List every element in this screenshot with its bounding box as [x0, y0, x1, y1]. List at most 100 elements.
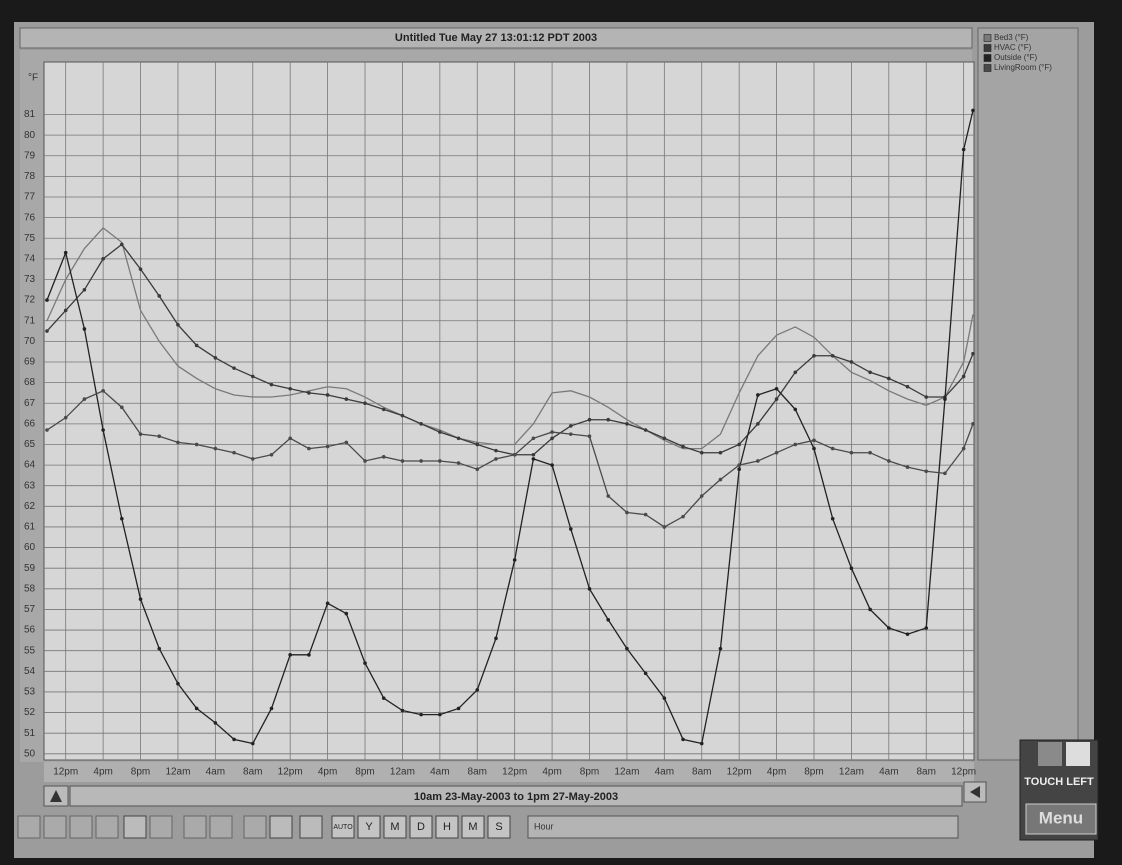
- data-point: [961, 147, 966, 152]
- data-point: [887, 376, 891, 381]
- icon-button[interactable]: [123, 815, 147, 839]
- data-point: [120, 242, 124, 247]
- data-point: [381, 455, 386, 459]
- data-point: [643, 512, 648, 517]
- unit-button-label[interactable]: D: [417, 821, 425, 833]
- data-point: [419, 459, 423, 463]
- data-point: [756, 393, 760, 397]
- y-tick-label: 67: [24, 398, 36, 409]
- data-point: [269, 452, 274, 457]
- y-tick-label: 63: [24, 480, 36, 491]
- x-tick-label: 8pm: [580, 767, 599, 778]
- x-tick-label: 4am: [879, 767, 898, 778]
- data-point: [157, 434, 162, 439]
- data-point: [307, 653, 311, 657]
- icon-button[interactable]: [299, 815, 323, 839]
- data-point: [344, 611, 349, 616]
- data-point: [494, 457, 498, 461]
- legend-swatch: [983, 34, 992, 42]
- data-point: [194, 442, 199, 447]
- unit-button[interactable]: [461, 815, 485, 839]
- data-point: [456, 706, 461, 711]
- legend-swatch: [983, 54, 992, 62]
- unit-button[interactable]: [331, 815, 355, 839]
- data-point: [176, 681, 180, 686]
- legend-panel: [977, 27, 1079, 761]
- data-point: [681, 444, 685, 449]
- data-point: [325, 601, 330, 606]
- unit-button[interactable]: [409, 815, 433, 839]
- menu-button[interactable]: [1025, 803, 1097, 835]
- data-point: [269, 382, 274, 387]
- unit-button[interactable]: [357, 815, 381, 839]
- data-point: [643, 428, 648, 432]
- data-point: [82, 397, 87, 401]
- data-point: [971, 422, 975, 426]
- data-point: [419, 422, 423, 426]
- data-point: [568, 527, 573, 531]
- data-point: [475, 467, 480, 472]
- data-point: [307, 391, 311, 395]
- data-point: [793, 407, 798, 412]
- plot-area: [43, 61, 975, 761]
- unit-button-label[interactable]: Y: [365, 821, 373, 833]
- data-point: [494, 448, 498, 453]
- data-point: [681, 737, 685, 742]
- unit-button-label[interactable]: M: [390, 821, 399, 833]
- data-point: [250, 374, 255, 379]
- data-point: [793, 442, 798, 447]
- data-point: [194, 343, 199, 348]
- unit-button[interactable]: [383, 815, 407, 839]
- data-point: [363, 401, 367, 406]
- unit-button-label[interactable]: M: [468, 821, 477, 833]
- y-tick-label: 52: [24, 707, 36, 718]
- x-tick-label: 8pm: [131, 767, 150, 778]
- data-point: [438, 430, 442, 434]
- swatch: [1066, 742, 1090, 766]
- data-point: [63, 308, 68, 313]
- data-point: [905, 465, 910, 469]
- data-point: [699, 450, 704, 455]
- y-tick-label: 77: [24, 192, 36, 203]
- data-point: [138, 597, 143, 601]
- data-point: [512, 452, 517, 457]
- toolbar: AUTO Y M D H M S Hour: [17, 815, 959, 839]
- unit-button-label[interactable]: AUTO: [333, 824, 353, 831]
- y-tick-label: 79: [24, 150, 36, 161]
- data-point: [176, 323, 180, 327]
- data-point: [737, 442, 741, 447]
- data-point: [307, 446, 311, 451]
- data-point: [344, 440, 349, 445]
- y-tick-label: 51: [24, 728, 36, 739]
- data-point: [587, 587, 592, 591]
- unit-button[interactable]: [487, 815, 511, 839]
- y-tick-label: 66: [24, 418, 36, 429]
- data-point: [232, 366, 236, 370]
- menu-label[interactable]: Menu: [1039, 808, 1083, 827]
- data-point: [63, 250, 68, 255]
- x-tick-label: 12am: [614, 767, 639, 778]
- data-point: [45, 428, 49, 432]
- y-tick-label: 57: [24, 604, 36, 615]
- data-point: [887, 459, 891, 463]
- data-point: [830, 353, 835, 358]
- unit-button-label[interactable]: S: [495, 821, 502, 833]
- data-point: [400, 459, 405, 463]
- x-tick-label: 8am: [917, 767, 936, 778]
- unit-field: [527, 815, 959, 839]
- data-point: [643, 671, 648, 676]
- unit-button-label[interactable]: H: [443, 821, 451, 833]
- legend-swatch: [983, 64, 992, 72]
- icon-button[interactable]: [269, 815, 293, 839]
- y-tick-label: 56: [24, 625, 36, 636]
- data-point: [120, 516, 124, 521]
- legend-label: Bed3 (°F): [994, 33, 1029, 42]
- unit-button[interactable]: [435, 815, 459, 839]
- data-point: [625, 422, 629, 426]
- x-tick-label: 12pm: [502, 767, 527, 778]
- data-point: [344, 397, 349, 401]
- data-point: [568, 432, 573, 436]
- data-point: [718, 450, 723, 455]
- y-tick-label: 65: [24, 439, 36, 450]
